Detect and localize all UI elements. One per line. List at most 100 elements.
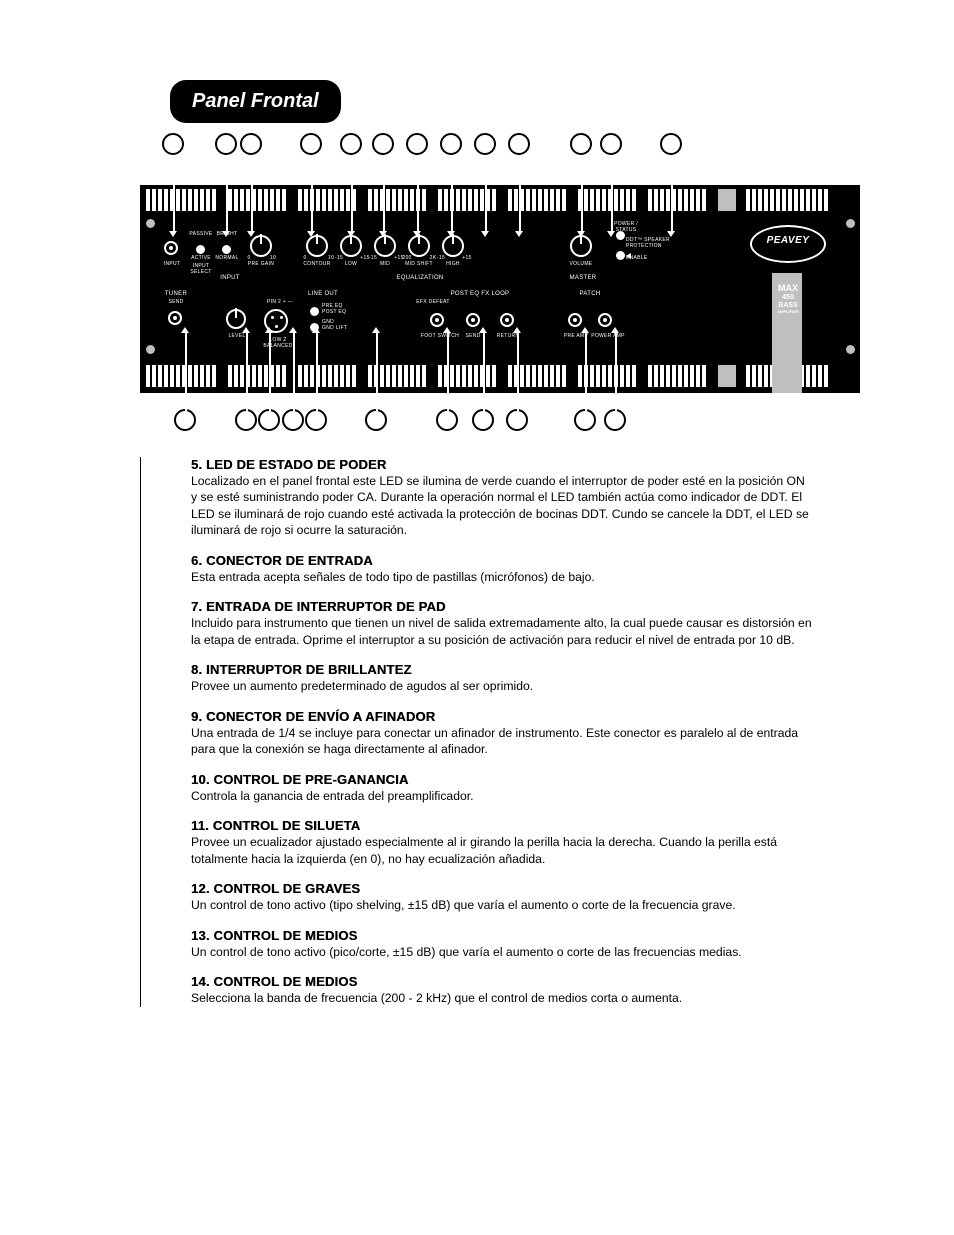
- lbl-normal: NORMAL: [214, 255, 240, 261]
- model-name: MAX: [742, 283, 834, 293]
- eq-range: -15: [434, 255, 448, 261]
- lbl-input: INPUT: [158, 261, 186, 267]
- screw: [146, 345, 155, 354]
- ddt-switch: [616, 251, 625, 260]
- callout-circle: [600, 133, 622, 155]
- fx-send-jack: [466, 313, 480, 327]
- lbl-posteq: POST EQ: [322, 309, 358, 315]
- callout-leader: [447, 333, 449, 411]
- callout-circle: [340, 133, 362, 155]
- item-heading: 10. CONTROL DE PRE-GANANCIA: [191, 772, 814, 787]
- callout-leader: [173, 155, 175, 231]
- callout-leader: [451, 155, 453, 231]
- model-badge: MAX 450 BASS AMPLIFIER: [742, 273, 834, 393]
- callout-leader: [581, 155, 583, 231]
- item-body: Provee un aumento predeterminado de agud…: [191, 678, 814, 694]
- lbl-level: LEVEL: [220, 333, 254, 339]
- brand-text: PEAVEY: [752, 235, 824, 246]
- arrow-icon: [413, 231, 421, 237]
- eq-range: 0: [298, 255, 312, 261]
- callout-leader: [483, 333, 485, 411]
- callout-circle: [570, 133, 592, 155]
- callout-circle: [372, 133, 394, 155]
- callout-leader: [585, 333, 587, 411]
- poweramp-jack: [598, 313, 612, 327]
- pad-switch: [196, 245, 205, 254]
- callout-leader: [671, 155, 673, 231]
- arrow-icon: [515, 231, 523, 237]
- arrow-icon: [481, 231, 489, 237]
- pre-gain-knob: [250, 235, 272, 257]
- eq-knob: [442, 235, 464, 257]
- arrow-icon: [581, 327, 589, 333]
- callout-leader: [246, 333, 248, 411]
- item-heading: 11. CONTROL DE SILUETA: [191, 818, 814, 833]
- arrow-icon: [513, 327, 521, 333]
- eq-knob: [340, 235, 362, 257]
- arrow-icon: [181, 327, 189, 333]
- callout-circle: [506, 409, 528, 431]
- item-heading: 6. CONECTOR DE ENTRADA: [191, 553, 814, 568]
- lbl-patch: PATCH: [560, 291, 620, 297]
- arrow-icon: [667, 231, 675, 237]
- lbl-inputsel: INPUT SELECT: [184, 263, 218, 275]
- item-heading: 14. CONTROL DE MEDIOS: [191, 974, 814, 989]
- description-item: 10. CONTROL DE PRE-GANANCIAControla la g…: [191, 772, 814, 804]
- arrow-icon: [222, 231, 230, 237]
- callout-circle: [215, 133, 237, 155]
- lbl-return: RETURN: [490, 333, 526, 339]
- lbl-active: ACTIVE: [188, 255, 214, 261]
- lbl-send: SEND: [156, 299, 196, 305]
- callout-leader: [185, 333, 187, 411]
- vent-strip-top: [146, 189, 856, 213]
- callout-circle: [436, 409, 458, 431]
- item-heading: 7. ENTRADA DE INTERRUPTOR DE PAD: [191, 599, 814, 614]
- arrow-icon: [242, 327, 250, 333]
- callout-circle: [258, 409, 280, 431]
- front-panel-diagram: MAX 450 BASS AMPLIFIER PEAVEY INPUT PASS…: [140, 133, 860, 433]
- callout-leader: [517, 333, 519, 411]
- callout-circle: [174, 409, 196, 431]
- level-knob: [226, 309, 246, 329]
- screw: [146, 219, 155, 228]
- description-item: 8. INTERRUPTOR DE BRILLANTEZProvee un au…: [191, 662, 814, 694]
- item-body: Localizado en el panel frontal este LED …: [191, 473, 814, 539]
- callout-leader: [311, 155, 313, 231]
- item-body: Una entrada de 1/4 se incluye para conec…: [191, 725, 814, 758]
- callout-circle: [474, 133, 496, 155]
- description-item: 14. CONTROL DE MEDIOSSelecciona la banda…: [191, 974, 814, 1006]
- callout-leader: [383, 155, 385, 231]
- lbl-lineout: LINE OUT: [298, 291, 348, 297]
- callout-leader: [519, 155, 521, 231]
- model-sub: AMPLIFIER: [742, 309, 834, 314]
- callout-leader: [293, 333, 295, 411]
- preposteq-switch: [310, 307, 319, 316]
- arrow-icon: [447, 231, 455, 237]
- callout-leader: [226, 155, 228, 231]
- callout-leader: [316, 333, 318, 411]
- screw: [846, 345, 855, 354]
- arrow-icon: [169, 231, 177, 237]
- callout-circle: [305, 409, 327, 431]
- section-heading-pill: Panel Frontal: [170, 80, 341, 123]
- callout-circle: [240, 133, 262, 155]
- callout-leader: [611, 155, 613, 231]
- callout-circle: [300, 133, 322, 155]
- callout-leader: [417, 155, 419, 231]
- lbl-efx: EFX DEFEAT: [408, 299, 458, 305]
- lbl-enable: ENABLE: [626, 255, 666, 261]
- callout-circle: [365, 409, 387, 431]
- lbl-volume: VOLUME: [562, 261, 600, 267]
- arrow-icon: [312, 327, 320, 333]
- model-num: 450: [742, 294, 834, 301]
- eq-label: CONTOUR: [300, 261, 334, 267]
- description-item: 7. ENTRADA DE INTERRUPTOR DE PADIncluido…: [191, 599, 814, 648]
- footswitch-jack: [430, 313, 444, 327]
- item-body: Selecciona la banda de frecuencia (200 -…: [191, 990, 814, 1006]
- arrow-icon: [607, 231, 615, 237]
- arrow-icon: [577, 231, 585, 237]
- item-heading: 5. LED DE ESTADO DE PODER: [191, 457, 814, 472]
- fx-return-jack: [500, 313, 514, 327]
- callout-leader: [376, 333, 378, 411]
- lbl-ddt: DDT™ SPEAKER PROTECTION: [626, 237, 686, 249]
